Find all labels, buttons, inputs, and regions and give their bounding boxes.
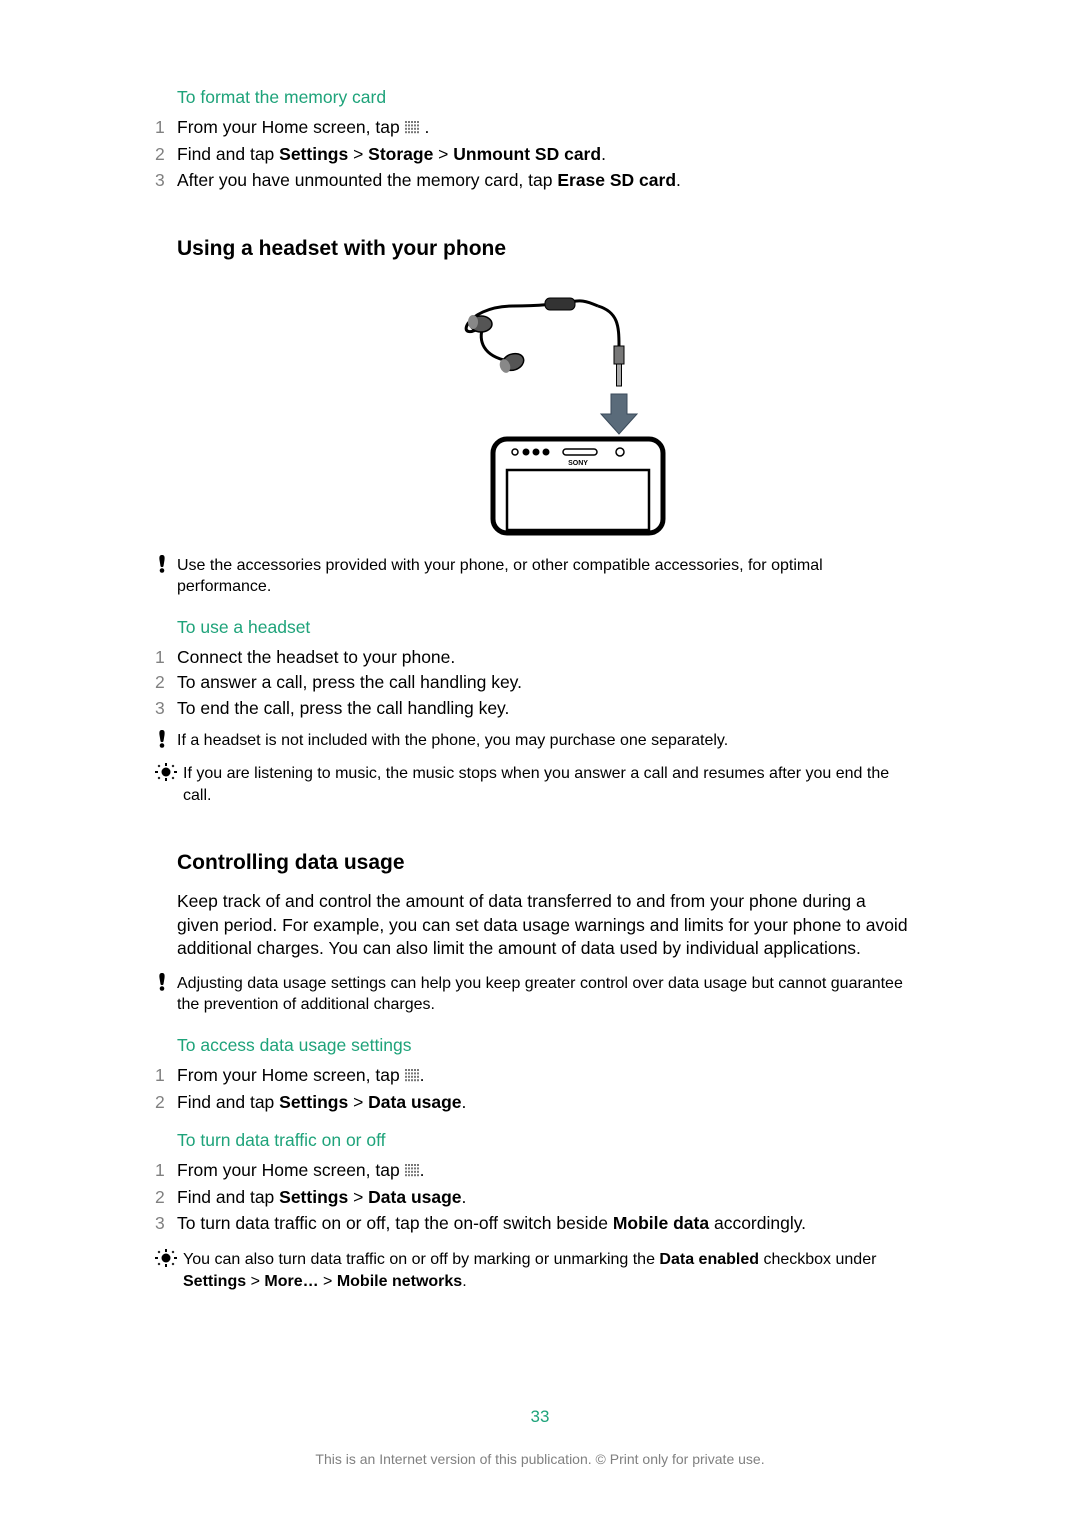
- note-text: If a headset is not included with the ph…: [177, 730, 768, 752]
- tip-data-enabled: You can also turn data traffic on or off…: [155, 1249, 950, 1292]
- step-text: From your Home screen, tap .: [177, 116, 429, 142]
- step-row: 1From your Home screen, tap .: [155, 1064, 950, 1090]
- step-row: 2Find and tap Settings > Data usage.: [155, 1186, 950, 1210]
- step-text: Find and tap Settings > Data usage.: [177, 1186, 466, 1210]
- step-number: 2: [155, 143, 177, 167]
- step-number: 2: [155, 671, 177, 695]
- step-text: Find and tap Settings > Data usage.: [177, 1091, 466, 1115]
- step-number: 1: [155, 1159, 177, 1185]
- steps-format-memory: 1From your Home screen, tap .2Find and t…: [155, 116, 950, 193]
- subheading-access-data: To access data usage settings: [177, 1034, 950, 1058]
- apps-icon: [405, 118, 420, 142]
- step-text: Find and tap Settings > Storage > Unmoun…: [177, 143, 606, 167]
- tip-text: If you are listening to music, the music…: [183, 763, 950, 806]
- subheading-format-memory: To format the memory card: [177, 86, 950, 110]
- footer-text: This is an Internet version of this publ…: [0, 1451, 1080, 1467]
- step-row: 2To answer a call, press the call handli…: [155, 671, 950, 695]
- heading-data-usage: Controlling data usage: [177, 849, 950, 876]
- apps-icon: [405, 1066, 420, 1090]
- step-text: To end the call, press the call handling…: [177, 697, 509, 721]
- note-accessories: Use the accessories provided with your p…: [155, 555, 950, 598]
- heading-headset: Using a headset with your phone: [177, 235, 950, 262]
- step-text: To turn data traffic on or off, tap the …: [177, 1212, 806, 1236]
- note-text: Use the accessories provided with your p…: [177, 555, 950, 598]
- step-text: After you have unmounted the memory card…: [177, 169, 681, 193]
- steps-access-data: 1From your Home screen, tap .2Find and t…: [155, 1064, 950, 1115]
- manual-page: To format the memory card 1From your Hom…: [0, 0, 1080, 1527]
- step-number: 2: [155, 1091, 177, 1115]
- important-icon: [155, 555, 177, 578]
- para-data-usage: Keep track of and control the amount of …: [177, 890, 910, 961]
- step-row: 3To turn data traffic on or off, tap the…: [155, 1212, 950, 1236]
- step-number: 3: [155, 697, 177, 721]
- step-number: 1: [155, 116, 177, 142]
- tip-text: You can also turn data traffic on or off…: [183, 1249, 950, 1292]
- note-headset-purchase: If a headset is not included with the ph…: [155, 730, 950, 753]
- subheading-turn-data: To turn data traffic on or off: [177, 1129, 950, 1153]
- headset-figure: SONY: [155, 276, 950, 541]
- tip-music: If you are listening to music, the music…: [155, 763, 950, 806]
- step-row: 2Find and tap Settings > Data usage.: [155, 1091, 950, 1115]
- note-data-usage: Adjusting data usage settings can help y…: [155, 973, 950, 1016]
- step-row: 3To end the call, press the call handlin…: [155, 697, 950, 721]
- step-number: 2: [155, 1186, 177, 1210]
- step-number: 1: [155, 1064, 177, 1090]
- step-row: 1From your Home screen, tap .: [155, 1159, 950, 1185]
- step-row: 2Find and tap Settings > Storage > Unmou…: [155, 143, 950, 167]
- step-number: 3: [155, 169, 177, 193]
- step-number: 3: [155, 1212, 177, 1236]
- svg-text:SONY: SONY: [568, 460, 588, 467]
- steps-use-headset: 1Connect the headset to your phone.2To a…: [155, 646, 950, 721]
- step-text: Connect the headset to your phone.: [177, 646, 455, 670]
- steps-turn-data: 1From your Home screen, tap .2Find and t…: [155, 1159, 950, 1236]
- important-icon: [155, 973, 177, 996]
- important-icon: [155, 730, 177, 753]
- step-row: 1Connect the headset to your phone.: [155, 646, 950, 670]
- step-row: 3After you have unmounted the memory car…: [155, 169, 950, 193]
- apps-icon: [405, 1161, 420, 1185]
- subheading-use-headset: To use a headset: [177, 616, 950, 640]
- step-text: To answer a call, press the call handlin…: [177, 671, 522, 695]
- step-text: From your Home screen, tap .: [177, 1159, 424, 1185]
- step-text: From your Home screen, tap .: [177, 1064, 424, 1090]
- step-number: 1: [155, 646, 177, 670]
- tip-icon: [155, 1249, 183, 1272]
- page-number: 33: [0, 1407, 1080, 1427]
- step-row: 1From your Home screen, tap .: [155, 116, 950, 142]
- note-text: Adjusting data usage settings can help y…: [177, 973, 950, 1016]
- tip-icon: [155, 763, 183, 786]
